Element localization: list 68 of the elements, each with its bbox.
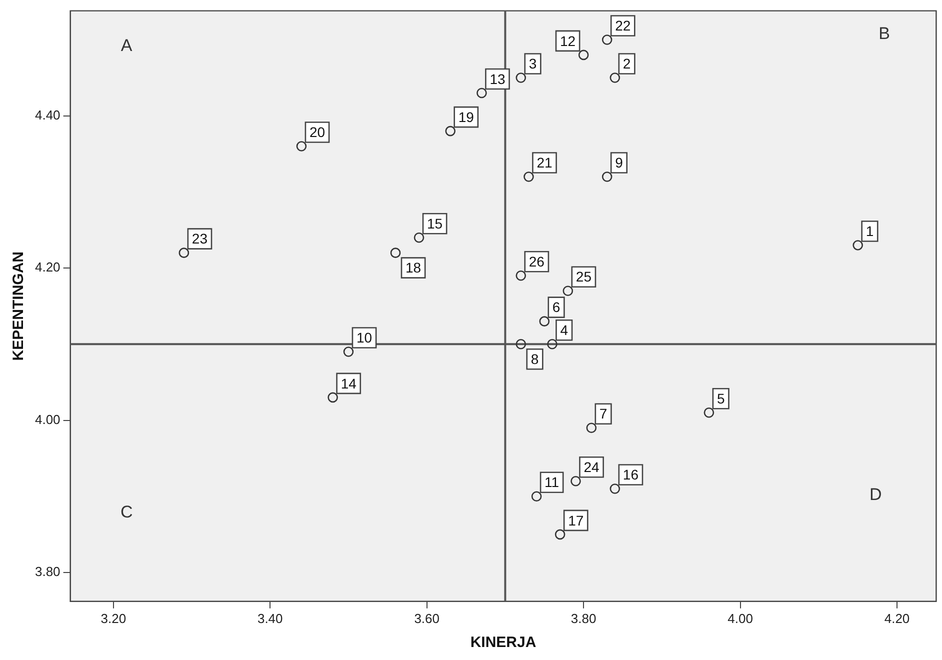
annotation: 12 [560,32,576,49]
point [390,248,401,258]
point [539,316,550,326]
point [476,88,487,98]
point [296,141,307,152]
annotation: 14 [340,375,357,392]
annotation: 5 [716,390,725,407]
annotation: 16 [622,466,639,483]
annotation: 11 [544,474,560,490]
annotation: 24 [584,459,600,476]
point [524,172,534,182]
annotation: 21 [536,154,552,171]
x-tick-label: 3.60 [414,610,440,626]
y-tick-label: 4.20 [34,260,60,275]
point [547,339,558,350]
annotation: 20 [309,124,326,140]
annotation: 23 [192,230,208,247]
point [328,392,338,403]
annotation: 25 [576,268,592,285]
y-tick-label: 4.00 [34,412,60,427]
x-tick-label: 3.20 [100,610,126,626]
point [531,491,542,502]
annotation: 2 [622,56,631,72]
annotation: 15 [427,215,443,232]
point [570,476,581,486]
point [445,126,456,136]
point [178,248,190,258]
point [610,484,620,494]
x-tick-label: 3.40 [257,610,283,626]
point [704,408,714,418]
annotation: D [869,484,882,504]
annotation: 1 [866,223,874,240]
annotation: A [120,36,133,55]
point [562,286,574,296]
y-axis-title: KEPENTINGAN [10,252,28,361]
y-tick-label: 3.80 [34,564,60,580]
annotation: 10 [356,330,372,346]
x-tick-label: 4.00 [728,610,753,626]
annotation: 17 [568,512,584,528]
annotation: 9 [615,154,624,171]
point [602,34,612,45]
annotation: 26 [528,254,545,270]
point [516,72,526,83]
annotation: 6 [552,299,560,316]
x-tick-label: 3.80 [570,610,596,626]
annotation: 18 [406,260,422,276]
annotation: 22 [615,18,631,34]
annotation: 7 [599,406,608,422]
annotation: 13 [490,70,506,87]
x-tick-label: 4.20 [884,610,910,626]
point [343,346,354,357]
annotation: 3 [528,56,537,72]
x-axis-title: KINERJA [470,634,536,652]
point [602,172,612,182]
point [852,240,863,250]
point [586,422,597,434]
point [414,232,424,243]
annotation: 19 [458,108,474,125]
point [578,50,589,60]
point [554,529,566,540]
point [516,270,526,281]
annotation: 4 [560,322,568,338]
annotation: 8 [530,351,539,368]
y-tick-label: 4.40 [34,107,60,122]
point [610,72,620,83]
annotation: C [120,502,133,522]
annotation: B [878,24,890,44]
point [516,339,526,350]
